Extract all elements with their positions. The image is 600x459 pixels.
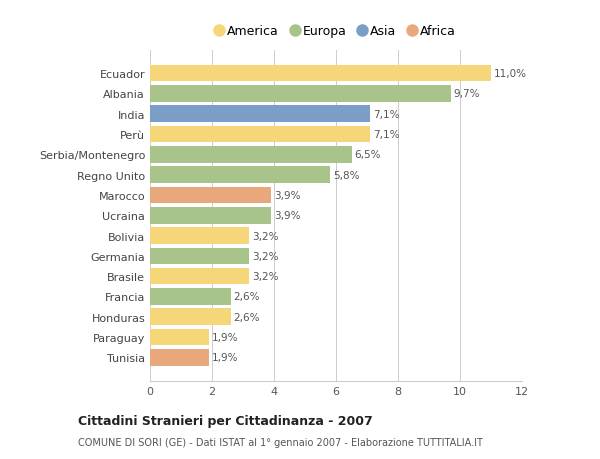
- Bar: [150, 126, 370, 143]
- Text: 2,6%: 2,6%: [234, 292, 260, 302]
- Text: 3,2%: 3,2%: [253, 251, 279, 261]
- Text: 2,6%: 2,6%: [234, 312, 260, 322]
- Text: 1,9%: 1,9%: [212, 353, 239, 363]
- Text: 3,2%: 3,2%: [253, 231, 279, 241]
- Bar: [150, 248, 249, 264]
- Text: COMUNE DI SORI (GE) - Dati ISTAT al 1° gennaio 2007 - Elaborazione TUTTITALIA.IT: COMUNE DI SORI (GE) - Dati ISTAT al 1° g…: [78, 437, 483, 447]
- Text: 5,8%: 5,8%: [333, 170, 359, 180]
- Bar: [150, 268, 249, 285]
- Bar: [150, 289, 230, 305]
- Bar: [150, 86, 451, 102]
- Text: 7,1%: 7,1%: [373, 129, 400, 140]
- Bar: [150, 207, 271, 224]
- Text: 3,2%: 3,2%: [253, 272, 279, 281]
- Text: 3,9%: 3,9%: [274, 190, 301, 201]
- Bar: [150, 66, 491, 82]
- Legend: America, Europa, Asia, Africa: America, Europa, Asia, Africa: [211, 20, 461, 43]
- Bar: [150, 228, 249, 244]
- Text: 9,7%: 9,7%: [454, 89, 480, 99]
- Bar: [150, 349, 209, 366]
- Bar: [150, 329, 209, 346]
- Text: 3,9%: 3,9%: [274, 211, 301, 221]
- Text: 1,9%: 1,9%: [212, 332, 239, 342]
- Text: 11,0%: 11,0%: [494, 69, 527, 79]
- Bar: [150, 309, 230, 325]
- Bar: [150, 187, 271, 204]
- Bar: [150, 146, 352, 163]
- Text: 7,1%: 7,1%: [373, 109, 400, 119]
- Text: Cittadini Stranieri per Cittadinanza - 2007: Cittadini Stranieri per Cittadinanza - 2…: [78, 414, 373, 428]
- Bar: [150, 167, 330, 184]
- Text: 6,5%: 6,5%: [355, 150, 381, 160]
- Bar: [150, 106, 370, 123]
